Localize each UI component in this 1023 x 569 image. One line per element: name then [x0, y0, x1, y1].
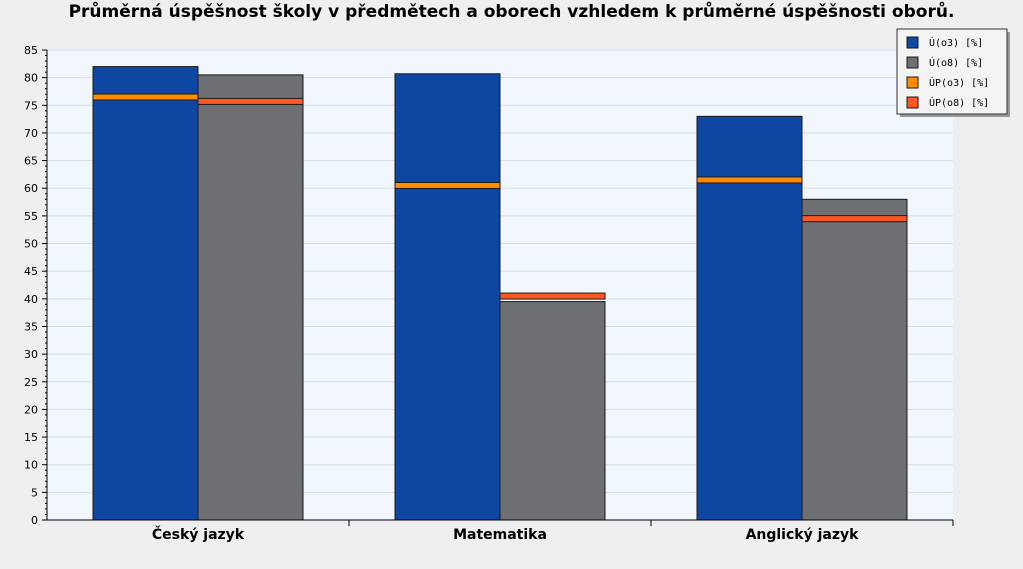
y-tick-label: 50 — [24, 238, 38, 251]
marker-band — [499, 292, 606, 300]
y-tick-label: 25 — [24, 376, 38, 389]
x-category-label: Český jazyk — [152, 525, 245, 543]
y-tick-label: 0 — [31, 514, 38, 527]
y-tick-label: 80 — [24, 72, 38, 85]
marker-band — [801, 215, 908, 223]
legend-swatch — [906, 36, 919, 49]
bar — [499, 301, 606, 521]
y-tick-label: 70 — [24, 127, 38, 140]
bar — [197, 74, 304, 521]
axes-layer: 0 5 10 15 20 25 30 35 40 45 50 55 60 65 70 75 80 85 Český … — [24, 44, 954, 543]
legend-swatch — [906, 56, 919, 69]
marker-band — [197, 97, 304, 105]
chart-title: Průměrná úspěšnost školy v předmětech a … — [68, 2, 955, 22]
bar — [92, 66, 199, 521]
marker-band — [394, 181, 501, 189]
y-tick-label: 45 — [24, 265, 38, 278]
y-tick-label: 55 — [24, 210, 38, 223]
legend: Ú(o3) [%] Ú(o8) [%] ÚP(o3) [%] ÚP(o8) [%] — [896, 28, 1010, 117]
y-tick-label: 10 — [24, 459, 38, 472]
y-tick-label: 15 — [24, 431, 38, 444]
y-tick-label: 20 — [24, 403, 38, 416]
x-category-label: Anglický jazyk — [746, 527, 860, 543]
y-tick-label: 35 — [24, 320, 38, 333]
bar — [696, 115, 803, 521]
y-tick-label: 60 — [24, 182, 38, 195]
legend-label: ÚP(o8) [%] — [929, 96, 989, 109]
legend-label: Ú(o3) [%] — [929, 36, 983, 49]
y-tick-label: 40 — [24, 293, 38, 306]
y-tick-label: 85 — [24, 44, 38, 57]
marker-band — [696, 176, 803, 184]
x-category-label: Matematika — [453, 527, 547, 543]
y-tick-label: 75 — [24, 99, 38, 112]
marker-band — [92, 93, 199, 101]
y-tick-label: 65 — [24, 155, 38, 168]
y-tick-label: 5 — [31, 486, 38, 499]
legend-swatch — [906, 96, 919, 109]
legend-swatch — [906, 76, 919, 89]
legend-label: ÚP(o3) [%] — [929, 76, 989, 89]
bar — [801, 198, 908, 521]
bar — [394, 73, 501, 521]
y-tick-label: 30 — [24, 348, 38, 361]
bars-layer — [92, 66, 908, 521]
legend-label: Ú(o8) [%] — [929, 56, 983, 69]
